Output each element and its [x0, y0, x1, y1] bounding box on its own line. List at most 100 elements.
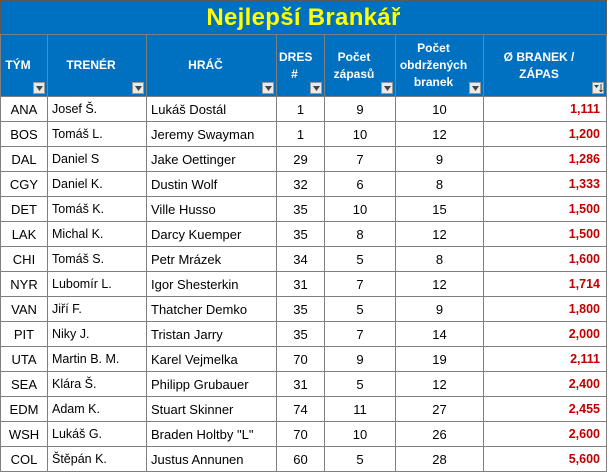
coach-cell[interactable]: Martin B. M. — [47, 346, 147, 372]
coach-cell[interactable]: Josef Š. — [47, 96, 147, 122]
player-cell[interactable]: Petr Mrázek — [146, 246, 277, 272]
avg-cell[interactable]: 5,600 — [483, 446, 607, 472]
number-cell[interactable]: 74 — [276, 396, 325, 422]
team-cell[interactable]: VAN — [0, 296, 48, 322]
games-cell[interactable]: 10 — [324, 121, 396, 147]
number-cell[interactable]: 32 — [276, 171, 325, 197]
team-cell[interactable]: CHI — [0, 246, 48, 272]
player-cell[interactable]: Jeremy Swayman — [146, 121, 277, 147]
goals-cell[interactable]: 9 — [395, 296, 484, 322]
filter-dropdown-icon[interactable] — [310, 82, 322, 94]
number-cell[interactable]: 29 — [276, 146, 325, 172]
games-cell[interactable]: 7 — [324, 321, 396, 347]
number-cell[interactable]: 35 — [276, 221, 325, 247]
number-cell[interactable]: 31 — [276, 271, 325, 297]
player-cell[interactable]: Igor Shesterkin — [146, 271, 277, 297]
goals-cell[interactable]: 15 — [395, 196, 484, 222]
games-cell[interactable]: 10 — [324, 196, 396, 222]
goals-cell[interactable]: 10 — [395, 96, 484, 122]
team-cell[interactable]: NYR — [0, 271, 48, 297]
player-cell[interactable]: Darcy Kuemper — [146, 221, 277, 247]
coach-cell[interactable]: Lukáš G. — [47, 421, 147, 447]
games-cell[interactable]: 6 — [324, 171, 396, 197]
player-cell[interactable]: Lukáš Dostál — [146, 96, 277, 122]
goals-cell[interactable]: 28 — [395, 446, 484, 472]
goals-cell[interactable]: 9 — [395, 146, 484, 172]
avg-cell[interactable]: 1,800 — [483, 296, 607, 322]
player-cell[interactable]: Dustin Wolf — [146, 171, 277, 197]
coach-cell[interactable]: Niky J. — [47, 321, 147, 347]
player-cell[interactable]: Tristan Jarry — [146, 321, 277, 347]
coach-cell[interactable]: Štěpán K. — [47, 446, 147, 472]
avg-cell[interactable]: 2,111 — [483, 346, 607, 372]
number-cell[interactable]: 31 — [276, 371, 325, 397]
coach-cell[interactable]: Tomáš S. — [47, 246, 147, 272]
games-cell[interactable]: 7 — [324, 146, 396, 172]
coach-cell[interactable]: Jiří F. — [47, 296, 147, 322]
number-cell[interactable]: 1 — [276, 96, 325, 122]
goals-cell[interactable]: 14 — [395, 321, 484, 347]
games-cell[interactable]: 7 — [324, 271, 396, 297]
goals-cell[interactable]: 12 — [395, 371, 484, 397]
games-cell[interactable]: 11 — [324, 396, 396, 422]
number-cell[interactable]: 1 — [276, 121, 325, 147]
avg-cell[interactable]: 1,333 — [483, 171, 607, 197]
coach-cell[interactable]: Tomáš K. — [47, 196, 147, 222]
number-cell[interactable]: 35 — [276, 196, 325, 222]
games-cell[interactable]: 5 — [324, 246, 396, 272]
avg-cell[interactable]: 2,400 — [483, 371, 607, 397]
team-cell[interactable]: ANA — [0, 96, 48, 122]
goals-cell[interactable]: 26 — [395, 421, 484, 447]
avg-cell[interactable]: 1,111 — [483, 96, 607, 122]
team-cell[interactable]: CGY — [0, 171, 48, 197]
player-cell[interactable]: Justus Annunen — [146, 446, 277, 472]
number-cell[interactable]: 34 — [276, 246, 325, 272]
filter-dropdown-icon[interactable] — [33, 82, 45, 94]
coach-cell[interactable]: Daniel K. — [47, 171, 147, 197]
sort-descending-filter-icon[interactable] — [592, 82, 604, 94]
player-cell[interactable]: Thatcher Demko — [146, 296, 277, 322]
coach-cell[interactable]: Daniel S — [47, 146, 147, 172]
team-cell[interactable]: PIT — [0, 321, 48, 347]
coach-cell[interactable]: Tomáš L. — [47, 121, 147, 147]
games-cell[interactable]: 5 — [324, 371, 396, 397]
games-cell[interactable]: 5 — [324, 446, 396, 472]
coach-cell[interactable]: Michal K. — [47, 221, 147, 247]
filter-dropdown-icon[interactable] — [381, 82, 393, 94]
avg-cell[interactable]: 2,455 — [483, 396, 607, 422]
avg-cell[interactable]: 1,500 — [483, 221, 607, 247]
number-cell[interactable]: 35 — [276, 321, 325, 347]
team-cell[interactable]: EDM — [0, 396, 48, 422]
team-cell[interactable]: WSH — [0, 421, 48, 447]
coach-cell[interactable]: Lubomír L. — [47, 271, 147, 297]
coach-cell[interactable]: Klára Š. — [47, 371, 147, 397]
avg-cell[interactable]: 2,000 — [483, 321, 607, 347]
goals-cell[interactable]: 19 — [395, 346, 484, 372]
coach-cell[interactable]: Adam K. — [47, 396, 147, 422]
goals-cell[interactable]: 12 — [395, 121, 484, 147]
goals-cell[interactable]: 12 — [395, 221, 484, 247]
filter-dropdown-icon[interactable] — [262, 82, 274, 94]
player-cell[interactable]: Braden Holtby "L" — [146, 421, 277, 447]
filter-dropdown-icon[interactable] — [132, 82, 144, 94]
goals-cell[interactable]: 8 — [395, 171, 484, 197]
team-cell[interactable]: DAL — [0, 146, 48, 172]
team-cell[interactable]: UTA — [0, 346, 48, 372]
avg-cell[interactable]: 1,500 — [483, 196, 607, 222]
player-cell[interactable]: Ville Husso — [146, 196, 277, 222]
games-cell[interactable]: 9 — [324, 346, 396, 372]
avg-cell[interactable]: 2,600 — [483, 421, 607, 447]
games-cell[interactable]: 5 — [324, 296, 396, 322]
goals-cell[interactable]: 12 — [395, 271, 484, 297]
avg-cell[interactable]: 1,600 — [483, 246, 607, 272]
team-cell[interactable]: SEA — [0, 371, 48, 397]
player-cell[interactable]: Jake Oettinger — [146, 146, 277, 172]
player-cell[interactable]: Philipp Grubauer — [146, 371, 277, 397]
team-cell[interactable]: LAK — [0, 221, 48, 247]
team-cell[interactable]: COL — [0, 446, 48, 472]
number-cell[interactable]: 60 — [276, 446, 325, 472]
filter-dropdown-icon[interactable] — [469, 82, 481, 94]
number-cell[interactable]: 70 — [276, 421, 325, 447]
player-cell[interactable]: Karel Vejmelka — [146, 346, 277, 372]
games-cell[interactable]: 8 — [324, 221, 396, 247]
